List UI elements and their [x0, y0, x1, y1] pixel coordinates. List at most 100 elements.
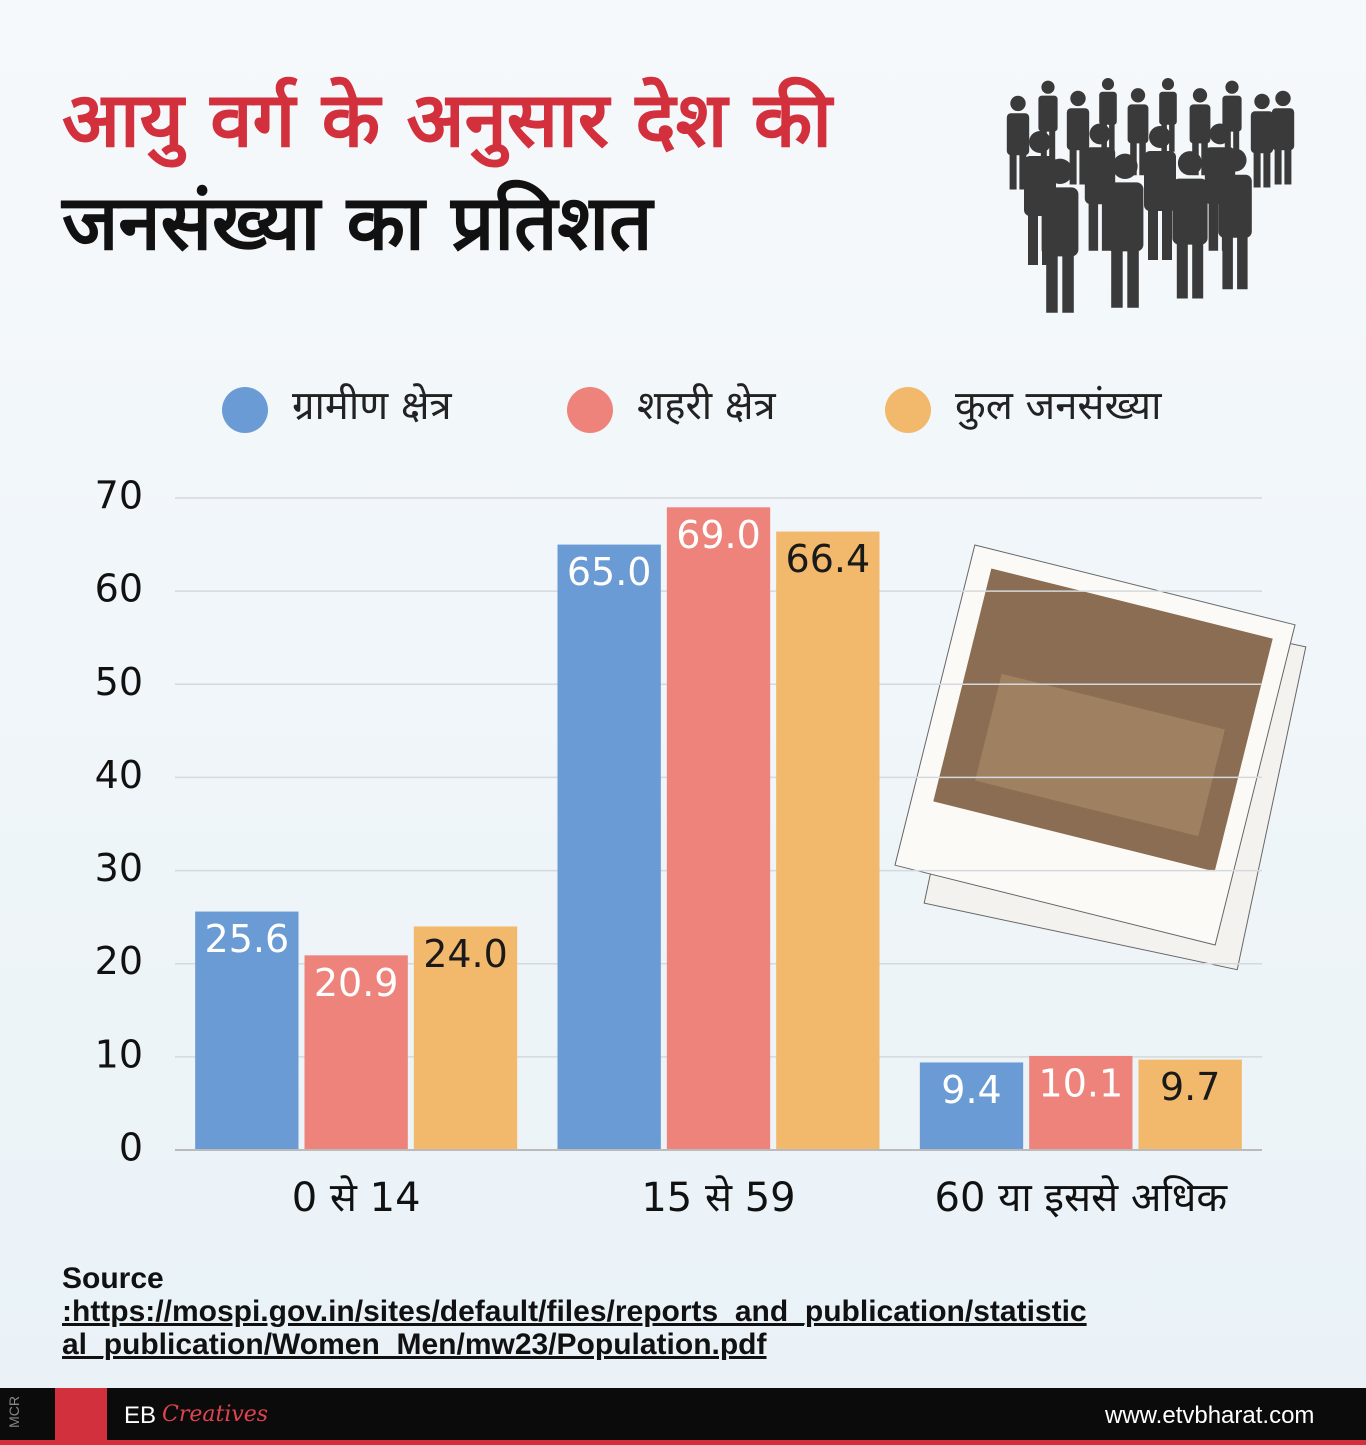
legend-marker — [885, 387, 931, 433]
value-label: 24.0 — [423, 932, 508, 976]
person-leg — [1274, 146, 1282, 185]
person-head — [1225, 80, 1239, 94]
person-leg — [1019, 151, 1027, 190]
person-leg — [1237, 231, 1248, 290]
person-leg — [1088, 198, 1099, 251]
person-body — [1250, 111, 1274, 154]
person-leg — [1127, 244, 1139, 308]
person-leg — [1028, 210, 1038, 265]
person-leg — [1046, 249, 1058, 313]
brand-script: Creatives — [162, 1402, 269, 1427]
bar — [1138, 1059, 1242, 1150]
bar — [1029, 1055, 1133, 1150]
person-head — [1130, 88, 1146, 103]
person-body — [1127, 104, 1149, 144]
title-line2: जनसंख्या का प्रतिशत — [60, 178, 655, 267]
person-leg — [1192, 238, 1204, 299]
person-leg — [1263, 149, 1271, 188]
person-body — [1099, 91, 1117, 125]
person-leg — [1148, 205, 1158, 260]
brand: EB — [124, 1402, 157, 1429]
value-label: 10.1 — [1039, 1061, 1124, 1105]
y-tick-label: 0 — [119, 1126, 143, 1170]
person-leg — [1176, 238, 1188, 299]
person-head — [1192, 88, 1208, 103]
person-leg — [1062, 249, 1074, 313]
person-leg — [1009, 151, 1017, 190]
person-head — [1101, 78, 1115, 91]
person-head — [1047, 158, 1073, 184]
person-head — [1149, 126, 1171, 148]
person-head — [1254, 93, 1270, 110]
person-head — [1223, 148, 1247, 172]
x-tick-label: 15 से 59 — [641, 1175, 795, 1221]
person-head — [1010, 95, 1026, 112]
title-line1: आयु वर्ग के अनुसार देश की — [62, 75, 834, 168]
bar — [195, 911, 299, 1150]
footer: MCR EB Creatives www.etvbharat.com — [0, 1388, 1366, 1445]
person-leg — [1109, 121, 1115, 152]
person-head — [1177, 151, 1203, 176]
legend-label: शहरी क्षेत्र — [637, 383, 777, 429]
person-head — [1089, 123, 1111, 145]
person-leg — [1201, 139, 1208, 176]
bar — [776, 531, 880, 1150]
y-tick-label: 30 — [95, 846, 143, 890]
person-head — [1070, 90, 1086, 107]
source: Source:https://mospi.gov.in/sites/defaul… — [62, 1262, 1102, 1361]
person-leg — [1079, 146, 1087, 185]
y-tick-label: 50 — [95, 660, 143, 704]
person-head — [1275, 90, 1291, 107]
person-body — [1038, 95, 1058, 132]
legend-label: कुल जनसंख्या — [955, 383, 1162, 430]
legend-marker — [567, 387, 613, 433]
value-label: 9.4 — [941, 1068, 1001, 1112]
side-tag: MCR — [6, 1396, 22, 1428]
person-head — [1041, 80, 1055, 94]
bar — [557, 544, 661, 1150]
y-tick-label: 40 — [95, 753, 143, 797]
person-leg — [1208, 198, 1219, 251]
person-head — [1112, 153, 1138, 179]
person-leg — [1049, 128, 1056, 161]
person-leg — [1162, 205, 1172, 260]
value-label: 69.0 — [676, 513, 761, 557]
person-body — [1006, 113, 1030, 156]
source-label: Source — [62, 1262, 164, 1295]
value-label: 9.7 — [1160, 1065, 1220, 1109]
person-body — [1041, 187, 1079, 257]
person-leg — [1111, 244, 1123, 308]
source-link[interactable]: :https://mospi.gov.in/sites/default/file… — [62, 1295, 1087, 1361]
person-leg — [1139, 139, 1146, 176]
person-leg — [1222, 231, 1233, 290]
person-leg — [1224, 128, 1231, 161]
photo — [894, 544, 1307, 971]
person-body — [1144, 151, 1176, 211]
bar — [413, 926, 518, 1150]
person-body — [1106, 182, 1144, 252]
chart: आयु वर्ग के अनुसार देश की जनसंख्या का प्… — [60, 75, 1307, 1221]
x-tick-label: 0 से 14 — [292, 1175, 421, 1221]
person-leg — [1284, 146, 1292, 185]
person-body — [1218, 174, 1252, 238]
person-leg — [1253, 149, 1261, 188]
person-leg — [1169, 121, 1175, 152]
person-leg — [1069, 146, 1077, 185]
person-body — [1066, 108, 1090, 151]
value-label: 25.6 — [205, 917, 290, 961]
person-head — [1209, 123, 1231, 145]
person-leg — [1233, 128, 1240, 161]
person-body — [1159, 91, 1177, 125]
bar — [666, 507, 771, 1150]
person-body — [1172, 178, 1208, 245]
x-tick-label: 60 या इससे अधिक — [935, 1175, 1229, 1221]
y-tick-label: 20 — [95, 939, 143, 983]
logo — [55, 1388, 107, 1440]
website: www.etvbharat.com — [1105, 1402, 1315, 1429]
value-label: 66.4 — [786, 537, 871, 581]
y-tick-label: 70 — [95, 474, 143, 518]
person-body — [1271, 108, 1295, 151]
y-tick-label: 10 — [95, 1032, 143, 1076]
value-label: 65.0 — [567, 550, 652, 594]
bar — [304, 955, 408, 1150]
